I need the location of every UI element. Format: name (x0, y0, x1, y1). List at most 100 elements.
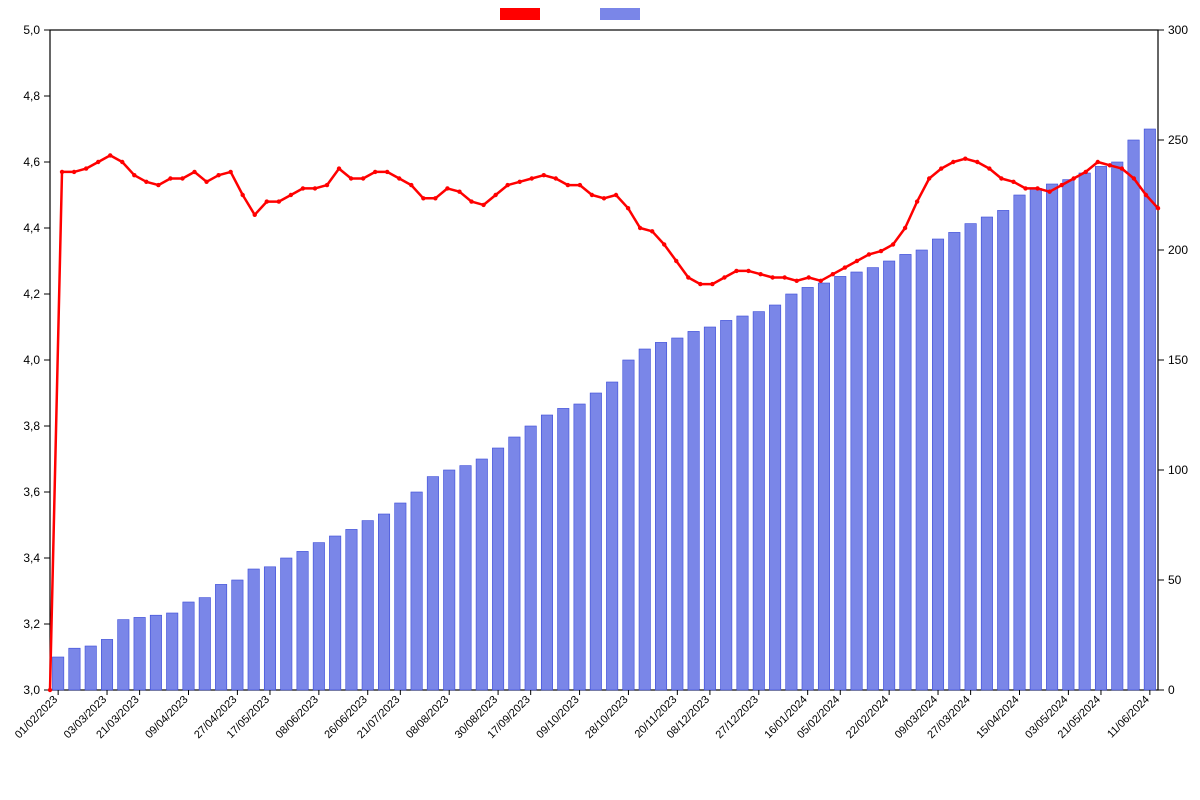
chart-container: 3,03,23,43,63,84,04,24,44,64,85,00501001… (0, 0, 1200, 800)
bar (1128, 140, 1139, 690)
line-marker (457, 190, 461, 194)
line-marker (530, 176, 534, 180)
line-marker (939, 166, 943, 170)
bar (444, 470, 455, 690)
bar (509, 437, 520, 690)
bar (900, 254, 911, 690)
line-marker (1120, 166, 1124, 170)
line-marker (819, 279, 823, 283)
line-marker (650, 229, 654, 233)
left-axis-label: 5,0 (23, 23, 40, 37)
bar (346, 529, 357, 690)
right-axis-label: 250 (1168, 133, 1188, 147)
line-marker (1023, 186, 1027, 190)
line-marker (445, 186, 449, 190)
bar (167, 613, 178, 690)
bar (786, 294, 797, 690)
line-marker (578, 183, 582, 187)
line-marker (493, 193, 497, 197)
line-marker (120, 160, 124, 164)
line-marker (867, 252, 871, 256)
right-axis-label: 200 (1168, 243, 1188, 257)
bar (802, 287, 813, 690)
line-marker (626, 206, 630, 210)
line-marker (855, 259, 859, 263)
line-marker (1096, 160, 1100, 164)
line-marker (349, 176, 353, 180)
line-marker (156, 183, 160, 187)
right-axis-label: 100 (1168, 463, 1188, 477)
line-marker (385, 170, 389, 174)
line-marker (289, 193, 293, 197)
bar (199, 598, 210, 690)
line-marker (794, 279, 798, 283)
line-marker (746, 269, 750, 273)
bar (981, 217, 992, 690)
bar (1046, 184, 1057, 690)
line-marker (831, 272, 835, 276)
line-marker (1084, 170, 1088, 174)
line-marker (517, 180, 521, 184)
bar (769, 305, 780, 690)
line-marker (72, 170, 76, 174)
bar (1063, 180, 1074, 690)
line-marker (1071, 176, 1075, 180)
line-marker (228, 170, 232, 174)
line-marker (542, 173, 546, 177)
line-marker (373, 170, 377, 174)
line-marker (433, 196, 437, 200)
line-marker (48, 688, 52, 692)
bar (85, 646, 96, 690)
line-marker (1011, 180, 1015, 184)
bar (672, 338, 683, 690)
bar (492, 448, 503, 690)
bar (867, 268, 878, 690)
line-marker (1059, 183, 1063, 187)
line-marker (397, 176, 401, 180)
line-marker (481, 203, 485, 207)
line-marker (505, 183, 509, 187)
bar (476, 459, 487, 690)
left-axis-label: 3,0 (23, 683, 40, 697)
line-marker (421, 196, 425, 200)
line-marker (590, 193, 594, 197)
line-marker (758, 272, 762, 276)
bar (965, 224, 976, 690)
bar (655, 342, 666, 690)
line-marker (180, 176, 184, 180)
line-marker (168, 176, 172, 180)
right-axis-label: 50 (1168, 573, 1182, 587)
bar (248, 569, 259, 690)
bar (835, 276, 846, 690)
bar (623, 360, 634, 690)
line-marker (301, 186, 305, 190)
left-axis-label: 4,4 (23, 221, 40, 235)
bar (818, 283, 829, 690)
left-axis-label: 3,4 (23, 551, 40, 565)
line-marker (1156, 206, 1160, 210)
bar (1079, 173, 1090, 690)
line-marker (915, 199, 919, 203)
left-axis-label: 4,2 (23, 287, 40, 301)
bar (329, 536, 340, 690)
bar (606, 382, 617, 690)
bar (101, 639, 112, 690)
line-marker (891, 242, 895, 246)
line-marker (469, 199, 473, 203)
bar (183, 602, 194, 690)
bar (558, 408, 569, 690)
bar (883, 261, 894, 690)
bar (704, 327, 715, 690)
line-marker (265, 199, 269, 203)
bar (215, 584, 226, 690)
bar (313, 543, 324, 690)
right-axis-label: 300 (1168, 23, 1188, 37)
bar (297, 551, 308, 690)
line-marker (963, 157, 967, 161)
bar (411, 492, 422, 690)
right-axis-label: 150 (1168, 353, 1188, 367)
line-marker (337, 166, 341, 170)
line-marker (253, 213, 257, 217)
line-marker (240, 193, 244, 197)
bar (1112, 162, 1123, 690)
